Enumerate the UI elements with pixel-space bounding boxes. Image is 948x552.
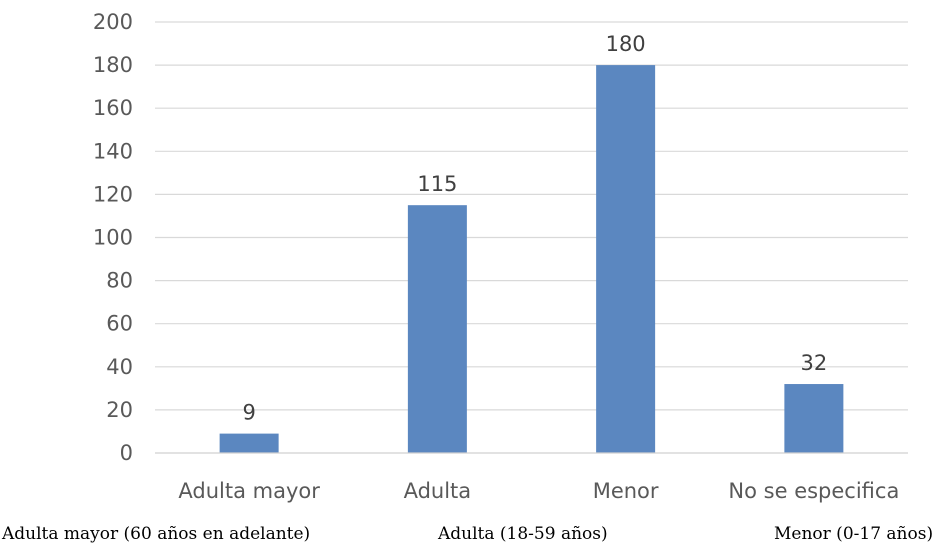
x-category-label-0: Adulta mayor bbox=[178, 479, 320, 503]
y-tick-label-120: 120 bbox=[93, 182, 133, 206]
bar-2 bbox=[596, 65, 656, 453]
data-labels: 9 115 180 32 bbox=[242, 32, 827, 425]
y-tick-label-180: 180 bbox=[93, 53, 133, 77]
y-tick-label-140: 140 bbox=[93, 139, 133, 163]
y-tick-label-100: 100 bbox=[93, 226, 133, 250]
y-axis-ticks: 0 20 40 60 80 100 120 140 160 180 200 bbox=[93, 10, 133, 465]
x-category-label-3: No se especifica bbox=[728, 479, 899, 503]
y-tick-label-200: 200 bbox=[93, 10, 133, 34]
data-label-0: 9 bbox=[242, 401, 255, 425]
bars bbox=[219, 65, 844, 453]
data-label-1: 115 bbox=[417, 172, 457, 196]
y-tick-label-0: 0 bbox=[120, 441, 133, 465]
x-axis-categories: Adulta mayor Adulta Menor No se especifica bbox=[178, 479, 899, 503]
data-label-3: 32 bbox=[801, 351, 828, 375]
x-category-label-1: Adulta bbox=[404, 479, 472, 503]
y-tick-label-60: 60 bbox=[106, 312, 133, 336]
footnote-menor: Menor (0-17 años) bbox=[774, 524, 934, 544]
y-tick-label-80: 80 bbox=[106, 269, 133, 293]
x-category-label-2: Menor bbox=[593, 479, 659, 503]
data-label-2: 180 bbox=[606, 32, 646, 56]
footnote-adulta: Adulta (18-59 años) bbox=[438, 524, 608, 544]
footnote-adulta-mayor: Adulta mayor (60 años en adelante) bbox=[2, 524, 311, 544]
bar-0 bbox=[219, 433, 279, 453]
bar-1 bbox=[407, 205, 467, 453]
y-tick-label-160: 160 bbox=[93, 96, 133, 120]
bar-chart: 0 20 40 60 80 100 120 140 160 180 200 9 115 180 32 Ad… bbox=[93, 10, 908, 503]
y-tick-label-40: 40 bbox=[106, 355, 133, 379]
gridlines bbox=[155, 21, 908, 411]
bar-3 bbox=[784, 384, 844, 453]
y-tick-label-20: 20 bbox=[106, 398, 133, 422]
